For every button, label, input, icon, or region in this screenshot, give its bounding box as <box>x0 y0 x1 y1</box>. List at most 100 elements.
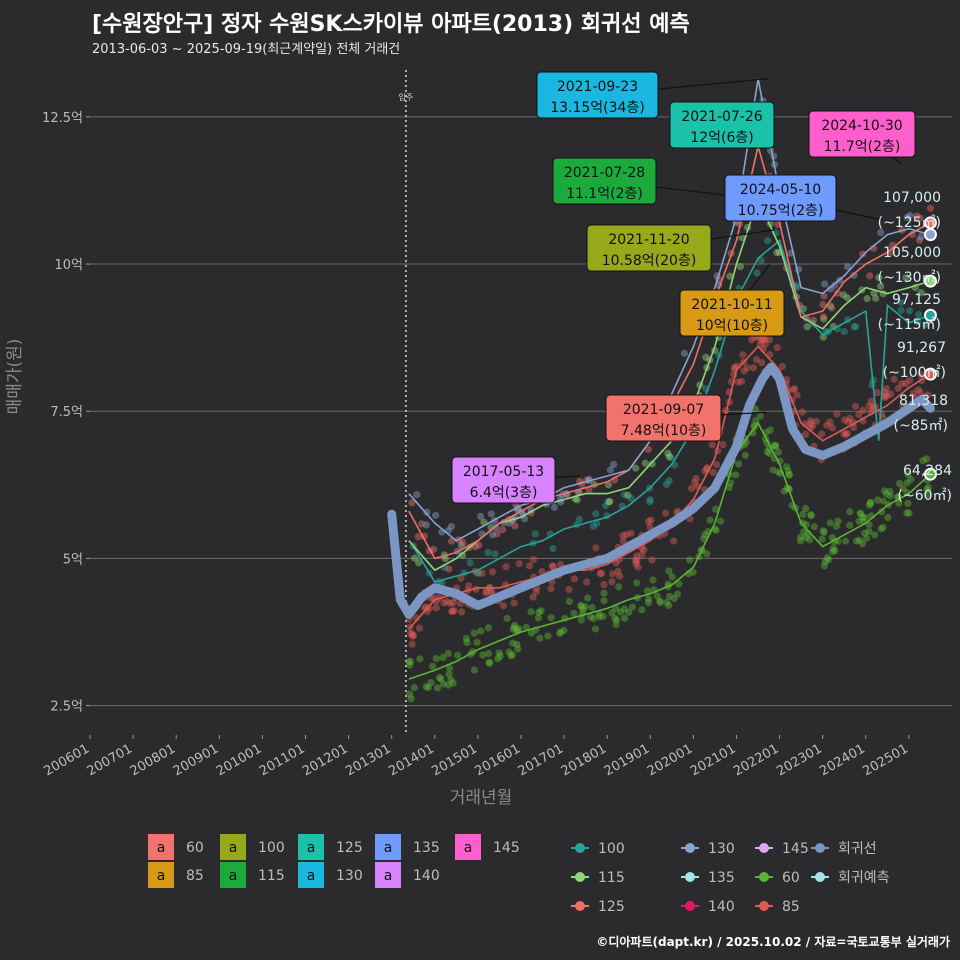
scatter-point <box>579 605 587 614</box>
legend-fill-glyph: a <box>229 840 238 856</box>
legend-fill-glyph: a <box>384 868 393 884</box>
scatter-point <box>879 523 887 531</box>
scatter-point <box>790 385 799 393</box>
scatter-point <box>557 628 565 636</box>
scatter-point <box>488 568 497 576</box>
scatter-point <box>611 614 619 622</box>
scatter-point <box>633 579 641 587</box>
y-tick-label: 2.5억 <box>50 700 83 715</box>
scatter-point <box>484 549 492 557</box>
scatter-point <box>881 393 889 402</box>
scatter-point <box>823 421 831 429</box>
scatter-point <box>924 391 932 399</box>
scatter-point <box>923 485 931 494</box>
scatter-point <box>454 651 462 659</box>
scatter-point <box>616 608 625 616</box>
scatter-point <box>856 509 864 517</box>
scatter-point <box>432 654 440 663</box>
y-tick-label: 12.5억 <box>42 111 83 126</box>
annotation-box <box>536 71 659 119</box>
scatter-point <box>536 634 544 642</box>
legend-fill-glyph: a <box>307 840 316 856</box>
scatter-point <box>648 556 656 564</box>
scatter-point <box>778 362 786 371</box>
scatter-point <box>496 652 504 660</box>
scatter-point <box>647 516 655 524</box>
scatter-point <box>826 418 834 426</box>
scatter-point <box>883 392 891 400</box>
scatter-point <box>412 614 421 622</box>
scatter-point <box>897 306 905 314</box>
annotation-price: 11.1억(2층) <box>566 186 643 202</box>
scatter-point <box>457 608 466 616</box>
scatter-point <box>434 684 442 692</box>
end-label-area: (~130㎡) <box>878 270 941 286</box>
legend-line-dot <box>759 872 769 882</box>
scatter-point <box>738 233 746 242</box>
scatter-point <box>431 511 440 519</box>
scatter-point <box>586 613 595 621</box>
x-tick-label: 201101 <box>257 741 307 779</box>
scatter-point <box>457 574 465 583</box>
scatter-point <box>866 272 874 280</box>
scatter-point <box>445 670 453 678</box>
scatter-point <box>916 214 924 222</box>
legend-line-dot <box>815 843 825 853</box>
annotation-date: 2021-07-28 <box>564 165 645 181</box>
end-label-value: 107,000 <box>883 190 941 206</box>
legend-fill-label: 140 <box>413 868 440 884</box>
annotation-price: 6.4억(3층) <box>470 485 538 501</box>
scatter-point <box>806 419 815 428</box>
annotation-price: 11.7억(2층) <box>824 139 901 155</box>
scatter-point <box>772 442 780 450</box>
scatter-point <box>440 599 448 607</box>
end-labels: 107,000 (~125㎡) 105,000 (~130㎡) 97,125 (~115㎡… <box>878 190 952 504</box>
scatter-point <box>624 491 632 499</box>
x-tick-label: 202301 <box>774 741 824 779</box>
x-tick-label: 200701 <box>85 741 135 779</box>
scatter-point <box>706 516 714 524</box>
scatter-point <box>905 509 913 517</box>
scatter-point <box>867 397 875 405</box>
annotation-price: 10.58억(20층) <box>602 253 697 269</box>
scatter-point <box>591 625 600 633</box>
scatter-point <box>667 454 675 462</box>
scatter-point <box>429 662 437 670</box>
scatter-point <box>415 559 423 567</box>
scatter-point <box>773 248 781 257</box>
scatter-point <box>476 512 485 520</box>
scatter-point <box>886 492 894 500</box>
annotation-price: 7.48억(10층) <box>621 423 707 439</box>
scatter-point <box>880 487 889 495</box>
scatter-point <box>600 589 608 597</box>
scatter-point <box>852 537 861 545</box>
scatter-point <box>687 484 696 493</box>
scatter-point <box>565 597 573 606</box>
series-end-point <box>923 274 937 288</box>
scatter-point <box>785 470 793 478</box>
scatter-point <box>622 531 631 539</box>
grid-lines <box>90 116 952 707</box>
scatter-point <box>410 683 419 692</box>
scatter-point <box>470 629 478 637</box>
scatter-point <box>592 510 600 518</box>
scatter-point <box>599 612 607 620</box>
scatter-point <box>449 607 457 615</box>
scatter-point <box>485 658 493 667</box>
scatter-point <box>740 367 748 375</box>
scatter-point <box>875 274 883 282</box>
legend-fill-swatch <box>148 862 174 888</box>
legend-fill-label: 135 <box>413 840 440 856</box>
scatter-point <box>595 613 604 621</box>
scatter-point <box>858 540 866 548</box>
scatter-point <box>578 602 586 611</box>
scatter-point <box>828 424 836 432</box>
scatter-point <box>437 675 445 683</box>
scatter-point <box>592 544 600 552</box>
scatter-point <box>614 567 622 575</box>
scatter-point <box>653 592 661 600</box>
legend-fill-label: 85 <box>186 868 204 884</box>
scatter-point <box>812 417 820 425</box>
scatter-point <box>470 666 478 674</box>
legend-line-dot <box>685 901 695 911</box>
